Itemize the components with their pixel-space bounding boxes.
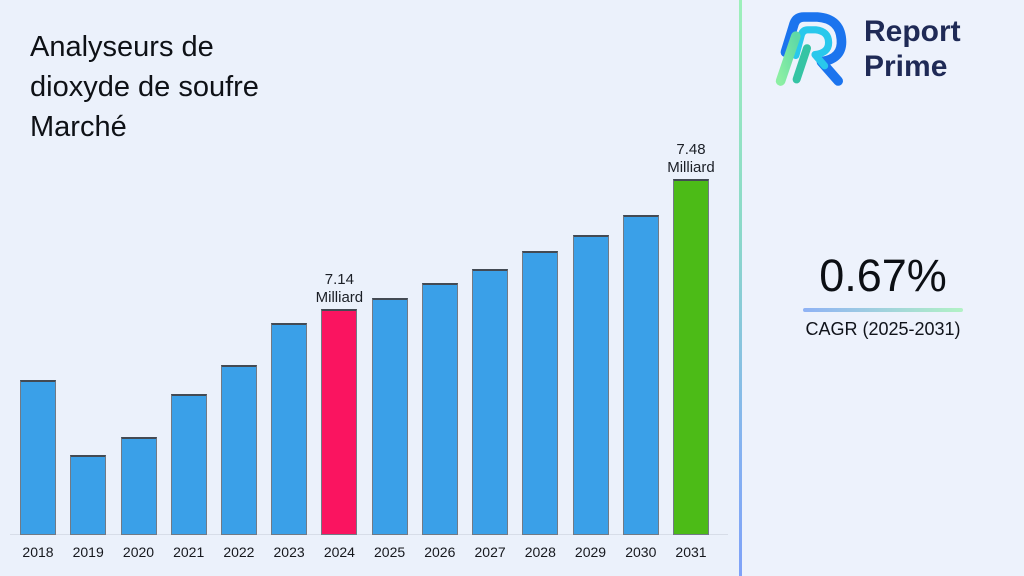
chart-section: Analyseurs de dioxyde de soufre Marché 2… [10, 27, 736, 560]
x-tick-2022: 2022 [223, 544, 255, 560]
bar-2030 [622, 215, 659, 535]
page-title: Analyseurs de dioxyde de soufre Marché [30, 27, 259, 147]
x-tick-2026: 2026 [424, 544, 456, 560]
bar-2023 [271, 323, 308, 535]
bar-2020 [120, 437, 157, 535]
x-tick-2030: 2030 [625, 544, 657, 560]
plot-area: 2018 2019 2020 2021 2022 2023 2024 2025 2026 2027… [10, 141, 736, 560]
brand-name-line-2: Prime [864, 50, 948, 83]
value-label-2024: 7.14 Milliard [294, 271, 384, 307]
cagr-label: CAGR (2025-2031) [805, 319, 961, 339]
brand-logo: Report Prime [771, 8, 961, 90]
value-label-2024-line-2: Milliard [315, 289, 364, 306]
page-title-line-2: dioxyde de soufre [30, 71, 259, 104]
value-label-2024-line-1: 7.14 [324, 271, 354, 288]
x-tick-2025: 2025 [374, 544, 406, 560]
cagr-block: 0.67% CAGR (2025-2031) [742, 252, 1024, 340]
brand-name-line-1: Report [864, 15, 961, 48]
bar-2019 [70, 455, 107, 535]
x-tick-2024: 2024 [323, 544, 355, 560]
value-label-2031: 7.48 Milliard [646, 141, 736, 177]
x-tick-2029: 2029 [574, 544, 607, 560]
bar-2026 [421, 283, 458, 535]
summary-panel: Report Prime 0.67% CAGR (2025-2031) [742, 0, 1024, 576]
x-tick-2028: 2028 [524, 544, 556, 560]
bar-2028 [522, 251, 559, 535]
bar-2021 [170, 394, 207, 535]
bar-2024 [321, 309, 358, 535]
brand-logo-text: Report Prime [864, 14, 961, 84]
page-title-line-3: Marché [30, 111, 127, 144]
page-title-line-1: Analyseurs de [30, 31, 214, 64]
x-tick-2019: 2019 [72, 544, 104, 560]
x-tick-2027: 2027 [474, 544, 506, 560]
x-tick-2031: 2031 [675, 544, 707, 560]
x-tick-2023: 2023 [273, 544, 305, 560]
x-tick-2018: 2018 [22, 544, 54, 560]
bar-2025 [371, 298, 408, 535]
cagr-value: 0.67% [819, 250, 947, 301]
vertical-divider [739, 0, 742, 576]
bar-2031 [673, 179, 709, 535]
x-axis-line [10, 534, 728, 535]
x-tick-2021: 2021 [173, 544, 205, 560]
cagr-underline [803, 308, 963, 312]
bar-2029 [572, 235, 609, 535]
bar-2022 [220, 365, 257, 535]
bar-2027 [472, 269, 509, 535]
bar-2018 [20, 380, 56, 535]
value-label-2031-line-1: 7.48 [676, 141, 706, 158]
report-prime-logo-icon [775, 12, 847, 86]
value-label-2031-line-2: Milliard [667, 159, 715, 176]
x-tick-2020: 2020 [122, 544, 155, 560]
